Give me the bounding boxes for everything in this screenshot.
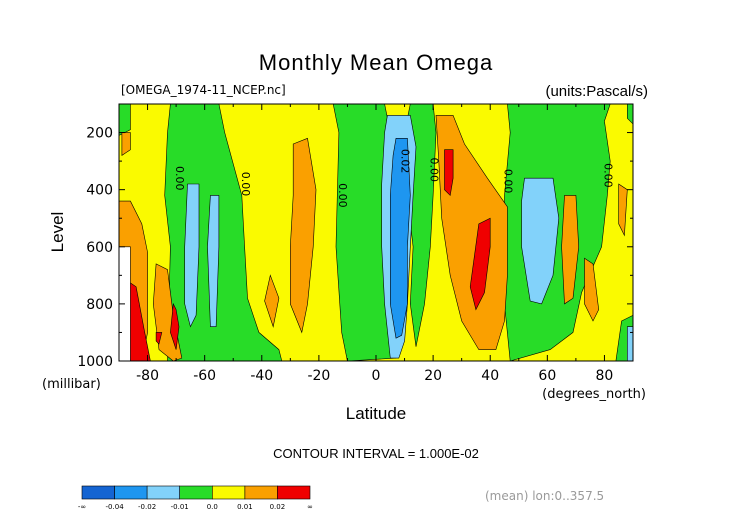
contour-region-28: [469, 217, 491, 311]
colorbar-label-1: -0.04: [106, 503, 125, 511]
colorbar-label-6: 0.02: [270, 503, 286, 511]
y-axis-label: Level: [48, 212, 67, 253]
colorbar-label-0: -∞: [78, 503, 86, 511]
colorbar-swatch-4: [212, 485, 246, 500]
contour-label-2: 0.00: [336, 183, 349, 208]
contour-region-18: [264, 274, 280, 328]
colorbar-swatch-5: [244, 485, 278, 500]
colorbar-swatch-6: [277, 485, 311, 500]
y-tick-label-4: 1000: [77, 354, 113, 370]
contour-fill-layer: [119, 104, 633, 361]
chart-title: Monthly Mean Omega: [259, 50, 493, 75]
colorbar-swatch-2: [146, 485, 181, 500]
contour-region-1: [119, 104, 131, 136]
units-label: (units:Pascal/s): [545, 83, 648, 100]
x-tick-label-0: -80: [136, 368, 159, 384]
contour-region-21: [584, 257, 600, 322]
contour-label-layer: 0.00 0.00 0.00 0.02 0.00 0.00 0.00: [173, 149, 614, 208]
colorbar-swatch-3: [179, 485, 213, 500]
y-tick-label-0: 200: [86, 126, 113, 142]
y-tick-label-1: 400: [86, 183, 113, 199]
colorbar-label-5: 0.01: [237, 503, 253, 511]
contour-label-5: 0.00: [502, 169, 515, 194]
file-label: [OMEGA_1974-11_NCEP.nc]: [121, 83, 286, 97]
contour-label-6: 0.00: [601, 163, 614, 188]
colorbar-swatch-1: [114, 485, 148, 500]
x-tick-label-5: 20: [424, 368, 442, 384]
y-tick-label-2: 600: [86, 240, 113, 256]
contour-region-19: [435, 115, 508, 350]
contour-region-22: [618, 183, 628, 237]
x-tick-label-4: 0: [372, 368, 381, 384]
footer-text: (mean) lon:0..357.5: [485, 489, 604, 503]
x-tick-label-3: -20: [307, 368, 330, 384]
contour-region-17: [289, 137, 317, 334]
contour-region-12: [207, 195, 220, 328]
colorbar-label-4: 0.0: [207, 503, 218, 511]
x-axis-unit: (degrees_north): [542, 387, 646, 402]
colorbar-label-7: ∞: [307, 503, 313, 511]
x-tick-label-2: -40: [250, 368, 273, 384]
contour-region-13: [521, 177, 560, 305]
y-tick-label-3: 800: [86, 297, 113, 313]
colorbar-label-3: -0.01: [171, 503, 189, 511]
contour-label-1: 0.00: [239, 172, 252, 197]
x-tick-label-1: -60: [193, 368, 216, 384]
contour-region-6: [626, 104, 633, 125]
x-tick-label-6: 40: [481, 368, 499, 384]
contour-region-11: [184, 183, 200, 328]
contour-region-27: [444, 149, 454, 197]
axis-tick-layer: -80 -60 -40 -20 0 20 40 60 80 200 400 600 800 1000: [77, 103, 634, 384]
contour-label-3: 0.02: [399, 149, 412, 174]
x-tick-label-8: 80: [596, 368, 614, 384]
x-tick-label-7: 60: [538, 368, 556, 384]
contour-region-26: [155, 332, 163, 345]
contour-region-23: [121, 132, 131, 156]
contour-region-20: [561, 195, 580, 305]
contour-interval-text: CONTOUR INTERVAL = 1.000E-02: [273, 446, 479, 461]
contour-region-25: [170, 302, 180, 350]
y-axis-unit: (millibar): [42, 377, 101, 392]
x-axis-label: Latitude: [346, 404, 407, 423]
contour-region-14: [626, 326, 633, 361]
colorbar: -∞ -0.04 -0.02 -0.01 0.0 0.01 0.02 ∞: [78, 485, 313, 511]
contour-label-4: 0.00: [427, 157, 440, 182]
colorbar-swatch-0: [81, 485, 115, 500]
contour-region-10: [389, 138, 411, 339]
colorbar-label-2: -0.02: [138, 503, 156, 511]
contour-label-0: 0.00: [173, 166, 186, 191]
